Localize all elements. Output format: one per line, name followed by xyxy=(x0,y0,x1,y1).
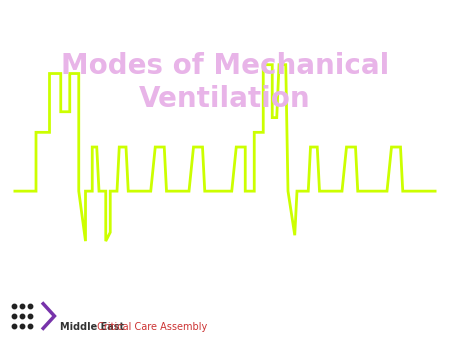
Text: Middle East: Middle East xyxy=(60,322,124,332)
Text: Critical Care Assembly: Critical Care Assembly xyxy=(94,322,207,332)
Text: Modes of Mechanical
Ventilation: Modes of Mechanical Ventilation xyxy=(61,52,389,113)
